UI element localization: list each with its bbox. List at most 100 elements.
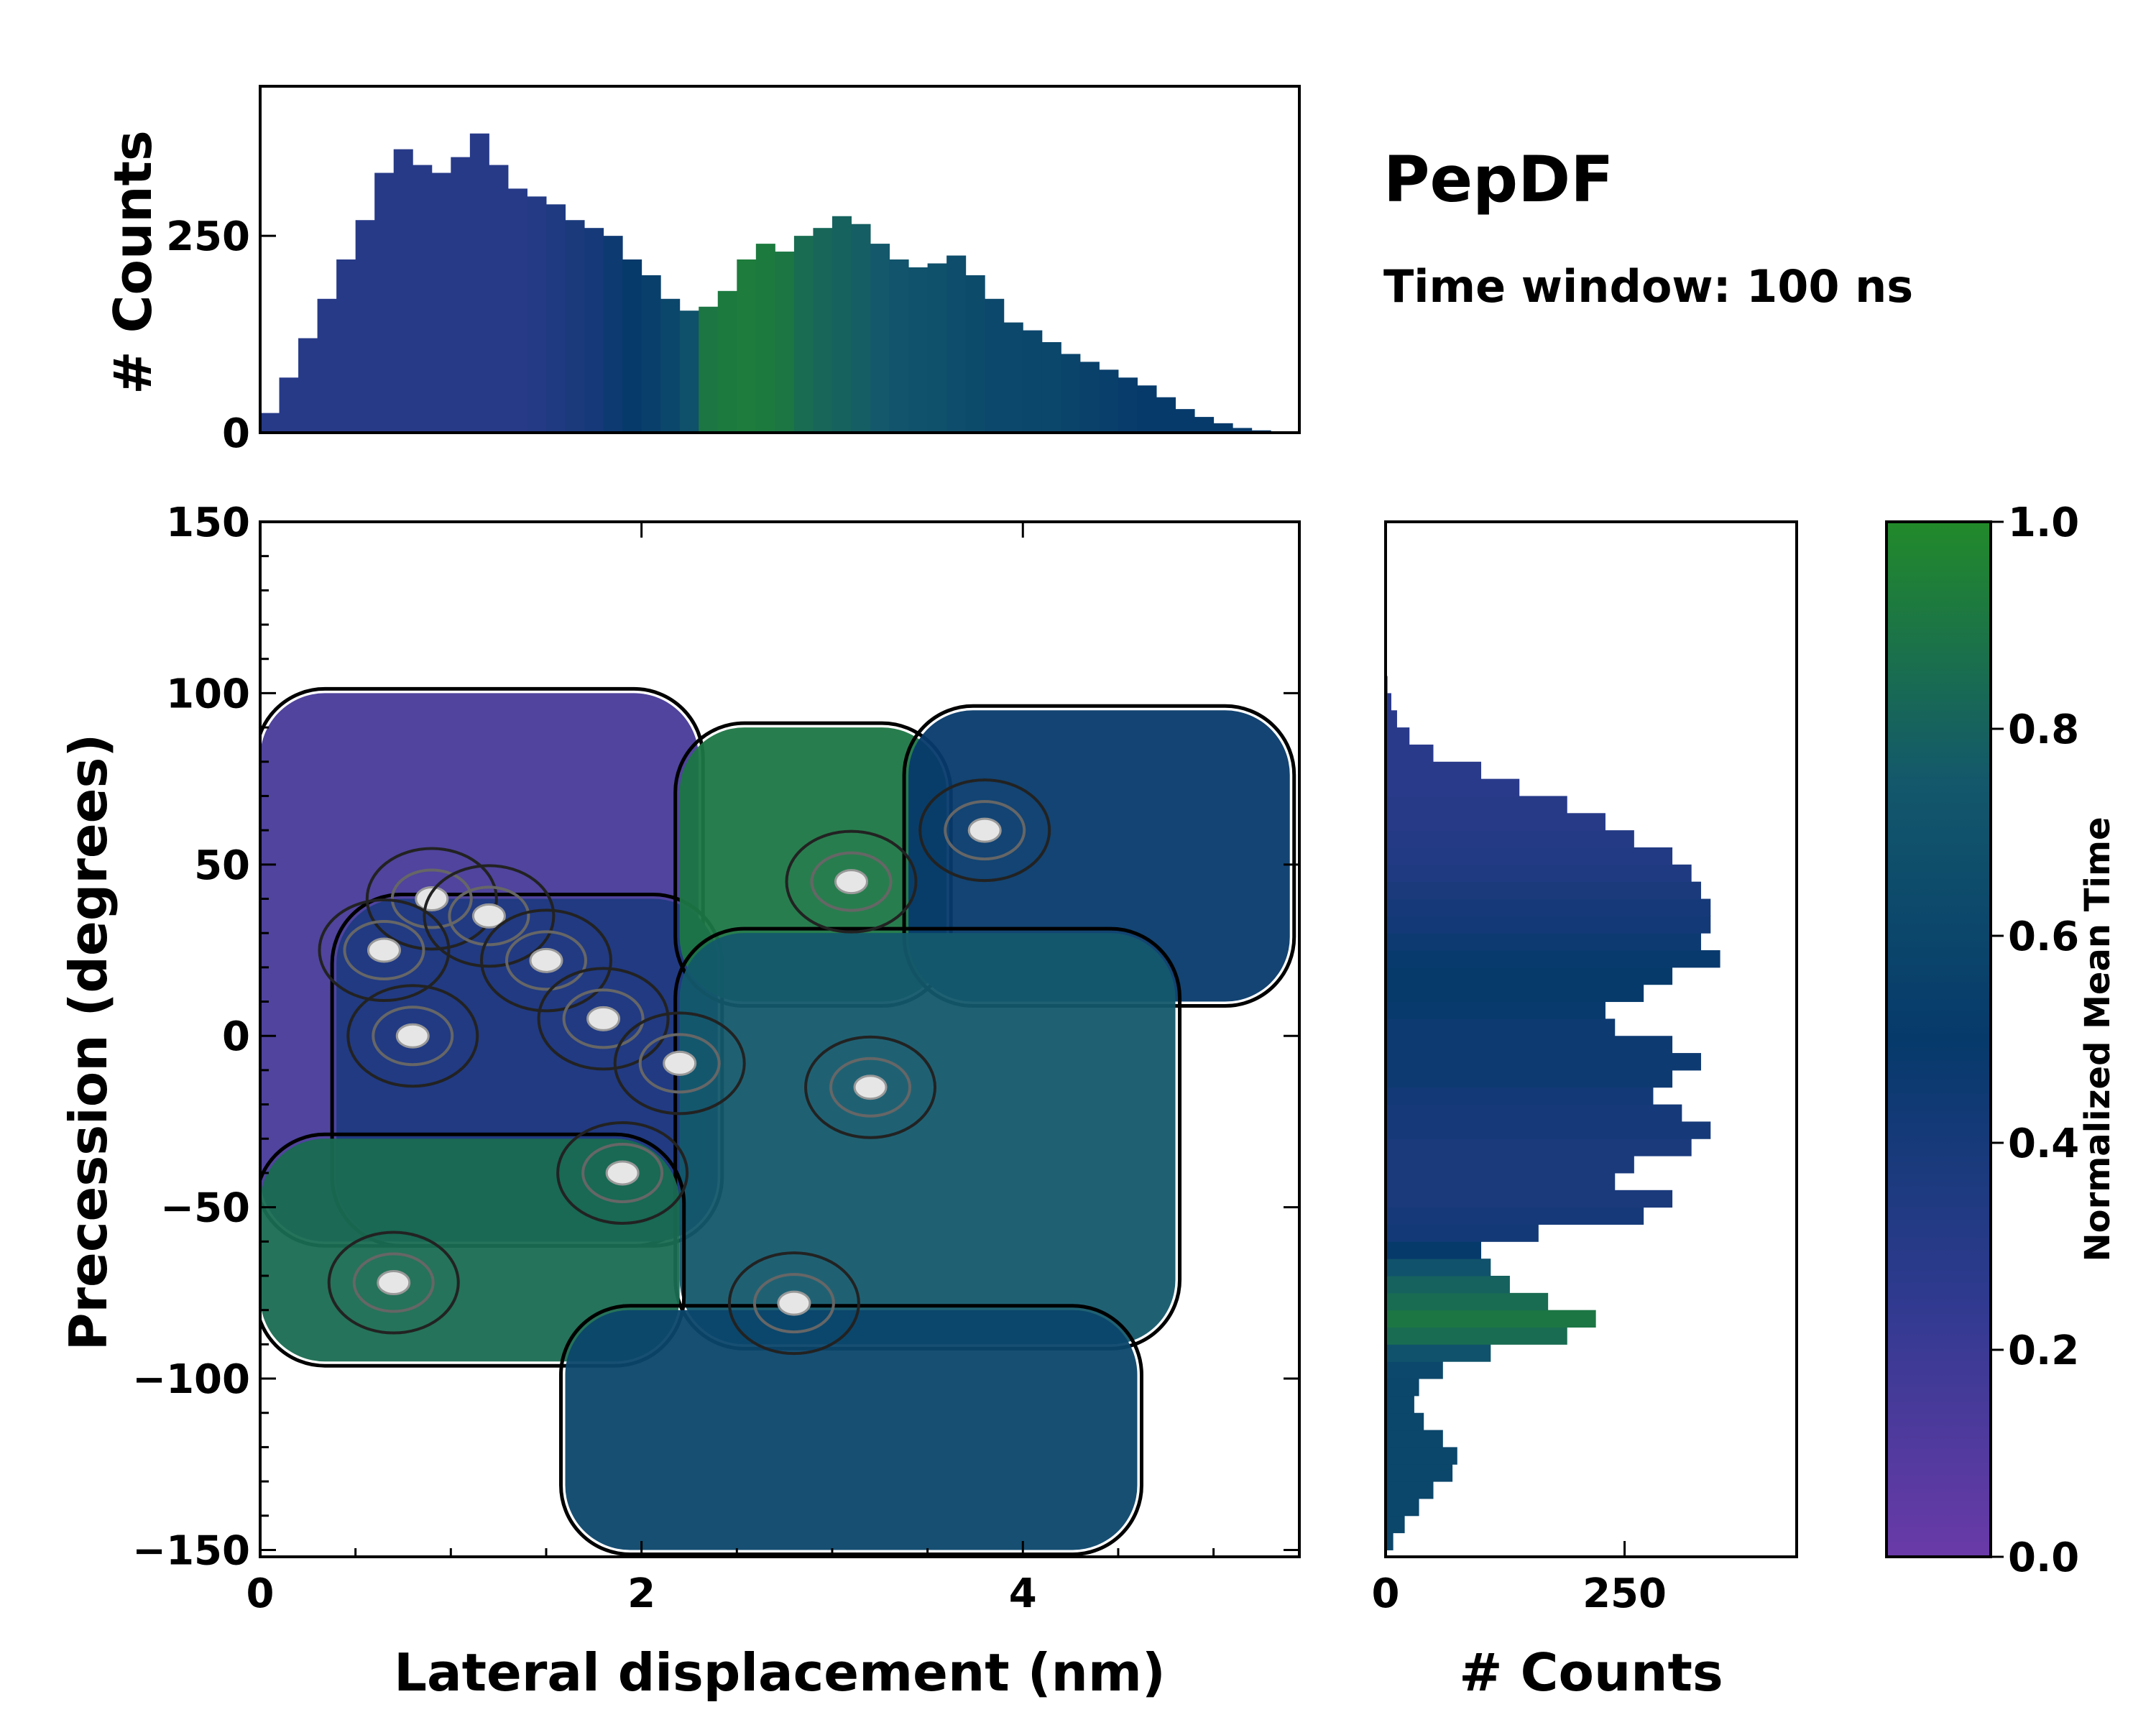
contour-ring-mid-13 — [352, 1252, 435, 1313]
main-xtick-label-1: 2 — [627, 1570, 655, 1617]
right-bar-21 — [1386, 1172, 1616, 1191]
contour-ring-outer-10 — [918, 778, 1051, 883]
contour-ring-mid-11 — [752, 1273, 835, 1334]
right-bar-31 — [1386, 1001, 1606, 1019]
contour-ring-outer-1 — [365, 847, 498, 951]
right-bar-40 — [1386, 847, 1673, 865]
top-bar-5 — [355, 220, 375, 433]
density-peak-13 — [377, 1270, 411, 1296]
density-peak-5 — [395, 1023, 430, 1049]
contour-ring-mid-10 — [944, 800, 1026, 861]
right-bar-22 — [1386, 1156, 1634, 1174]
top-bar-14 — [527, 196, 547, 433]
right-bar-42 — [1386, 813, 1606, 831]
right-bar-30 — [1386, 1018, 1616, 1036]
right-bar-1 — [1386, 1515, 1405, 1534]
right-bar-20 — [1386, 1190, 1673, 1208]
right-bar-4 — [1386, 1464, 1453, 1482]
top-bar-43 — [1079, 362, 1100, 433]
right-xtick-label-0: 0 — [1372, 1570, 1400, 1617]
right-bar-32 — [1386, 984, 1644, 1003]
chart-subtitle: Time window: 100 ns — [1383, 260, 1913, 313]
top-bar-44 — [1099, 369, 1119, 433]
right-bar-29 — [1386, 1036, 1673, 1054]
contour-ring-outer-9 — [785, 829, 918, 934]
contour-ring-outer-3 — [318, 898, 451, 1003]
top-bar-22 — [679, 310, 699, 433]
right-bar-41 — [1386, 830, 1634, 848]
right-bar-27 — [1386, 1070, 1673, 1088]
top-histogram: 0 250 # Counts — [103, 85, 1301, 457]
top-bar-28 — [793, 236, 814, 433]
density-peak-11 — [777, 1290, 811, 1316]
density-peak-12 — [853, 1075, 888, 1100]
colorbar: 0.0 0.2 0.4 0.6 0.8 1.0 Normalized Mean Time — [1885, 500, 2118, 1581]
main-ytick-label-2: 50 — [194, 842, 250, 889]
right-bar-11 — [1386, 1344, 1491, 1362]
top-bar-11 — [469, 133, 489, 433]
top-bar-16 — [565, 220, 585, 433]
right-histogram-xlabel: # Counts — [1459, 1642, 1723, 1703]
top-bar-17 — [584, 228, 604, 433]
top-ytick-label-0: 0 — [222, 410, 250, 457]
chart-title: PepDF — [1383, 142, 1613, 216]
colorbar-tick-label-4: 0.8 — [2008, 707, 2079, 753]
top-bar-26 — [755, 244, 775, 433]
top-bar-21 — [660, 298, 681, 433]
right-histogram-frame — [1384, 520, 1798, 1558]
top-bar-13 — [507, 188, 528, 433]
density-peaks — [318, 778, 1051, 1356]
top-bar-51 — [1233, 428, 1253, 433]
contour-ring-outer-6 — [537, 967, 670, 1071]
top-bar-23 — [699, 306, 719, 433]
heatmap-region-6 — [260, 1138, 680, 1362]
contour-ring-mid-12 — [829, 1057, 912, 1118]
contour-ring-outer-2 — [423, 864, 556, 968]
top-bar-12 — [489, 165, 509, 433]
right-bar-39 — [1386, 864, 1692, 883]
contour-ring-mid-9 — [810, 851, 893, 912]
top-bar-31 — [851, 224, 871, 433]
top-bar-15 — [545, 204, 566, 433]
contour-ring-outer-12 — [804, 1035, 937, 1139]
density-peak-7 — [663, 1050, 697, 1076]
colorbar-tick-label-2: 0.4 — [2008, 1121, 2079, 1167]
right-bar-25 — [1386, 1104, 1682, 1122]
right-bar-18 — [1386, 1224, 1539, 1242]
density-peak-6 — [586, 1006, 621, 1031]
right-bar-5 — [1386, 1447, 1457, 1465]
main-heatmap-frame — [259, 520, 1301, 1558]
contour-ring-outer-7 — [613, 1011, 746, 1116]
contour-ring-mid-6 — [562, 988, 645, 1049]
main-xlabel: Lateral displacement (nm) — [394, 1642, 1166, 1703]
top-bar-38 — [985, 298, 1005, 433]
colorbar-label: Normalized Mean Time — [2078, 816, 2118, 1261]
contour-ring-mid-1 — [390, 868, 473, 929]
top-bar-25 — [737, 259, 757, 433]
top-bar-7 — [393, 149, 413, 433]
top-histogram-bars — [260, 133, 1291, 433]
top-histogram-ylabel: # Counts — [103, 130, 163, 395]
top-bar-3 — [317, 298, 337, 433]
main-ytick-label-3: 0 — [222, 1013, 250, 1060]
right-bar-24 — [1386, 1121, 1711, 1139]
right-histogram-bars — [1386, 676, 1720, 1550]
density-peak-4 — [529, 947, 563, 973]
right-bar-3 — [1386, 1481, 1434, 1499]
heatmap-regions — [260, 686, 1296, 1556]
top-bar-20 — [641, 275, 661, 433]
right-bar-12 — [1386, 1327, 1567, 1345]
right-bar-36 — [1386, 916, 1711, 934]
top-bar-40 — [1023, 330, 1043, 433]
top-bar-8 — [413, 165, 433, 433]
top-bar-2 — [298, 338, 318, 433]
top-histogram-yticks: 0 250 — [166, 213, 276, 457]
top-bar-33 — [889, 259, 909, 433]
right-bar-10 — [1386, 1361, 1443, 1379]
right-bar-2 — [1386, 1498, 1419, 1517]
colorbar-tick-label-3: 0.6 — [2008, 914, 2079, 960]
density-peak-10 — [967, 817, 1002, 843]
right-bar-35 — [1386, 933, 1701, 951]
contour-ring-mid-2 — [448, 886, 530, 947]
